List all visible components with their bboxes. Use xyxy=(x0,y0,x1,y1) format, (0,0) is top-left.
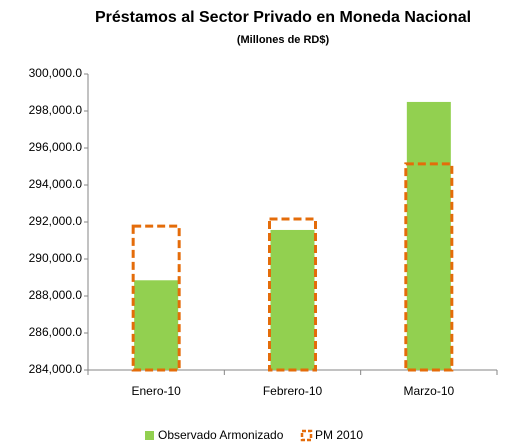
y-tick-label: 294,000.0 xyxy=(29,177,83,191)
y-tick-label: 298,000.0 xyxy=(29,103,83,117)
target-bar xyxy=(404,162,454,372)
chart-title: Préstamos al Sector Privado en Moneda Na… xyxy=(95,9,471,26)
y-tick-label: 300,000.0 xyxy=(29,66,83,80)
x-tick-label: Marzo-10 xyxy=(403,384,454,398)
y-tick-label: 290,000.0 xyxy=(29,251,83,265)
bar xyxy=(406,101,451,370)
chart-subtitle: (Millones de RD$) xyxy=(237,34,330,46)
bar xyxy=(270,229,315,370)
bar xyxy=(134,280,179,370)
target-bar xyxy=(268,217,317,372)
legend-label: PM 2010 xyxy=(315,428,363,442)
y-tick-label: 292,000.0 xyxy=(29,214,83,228)
legend-swatch xyxy=(145,431,154,440)
x-tick-label: Febrero-10 xyxy=(263,384,323,398)
y-tick-label: 288,000.0 xyxy=(29,288,83,302)
y-tick-label: 286,000.0 xyxy=(29,325,83,339)
y-tick-label: 284,000.0 xyxy=(29,362,83,376)
x-tick-label: Enero-10 xyxy=(131,384,181,398)
legend-label: Observado Armonizado xyxy=(158,428,284,442)
target-bar xyxy=(131,224,181,372)
legend-swatch xyxy=(300,429,313,442)
y-tick-label: 296,000.0 xyxy=(29,140,83,154)
